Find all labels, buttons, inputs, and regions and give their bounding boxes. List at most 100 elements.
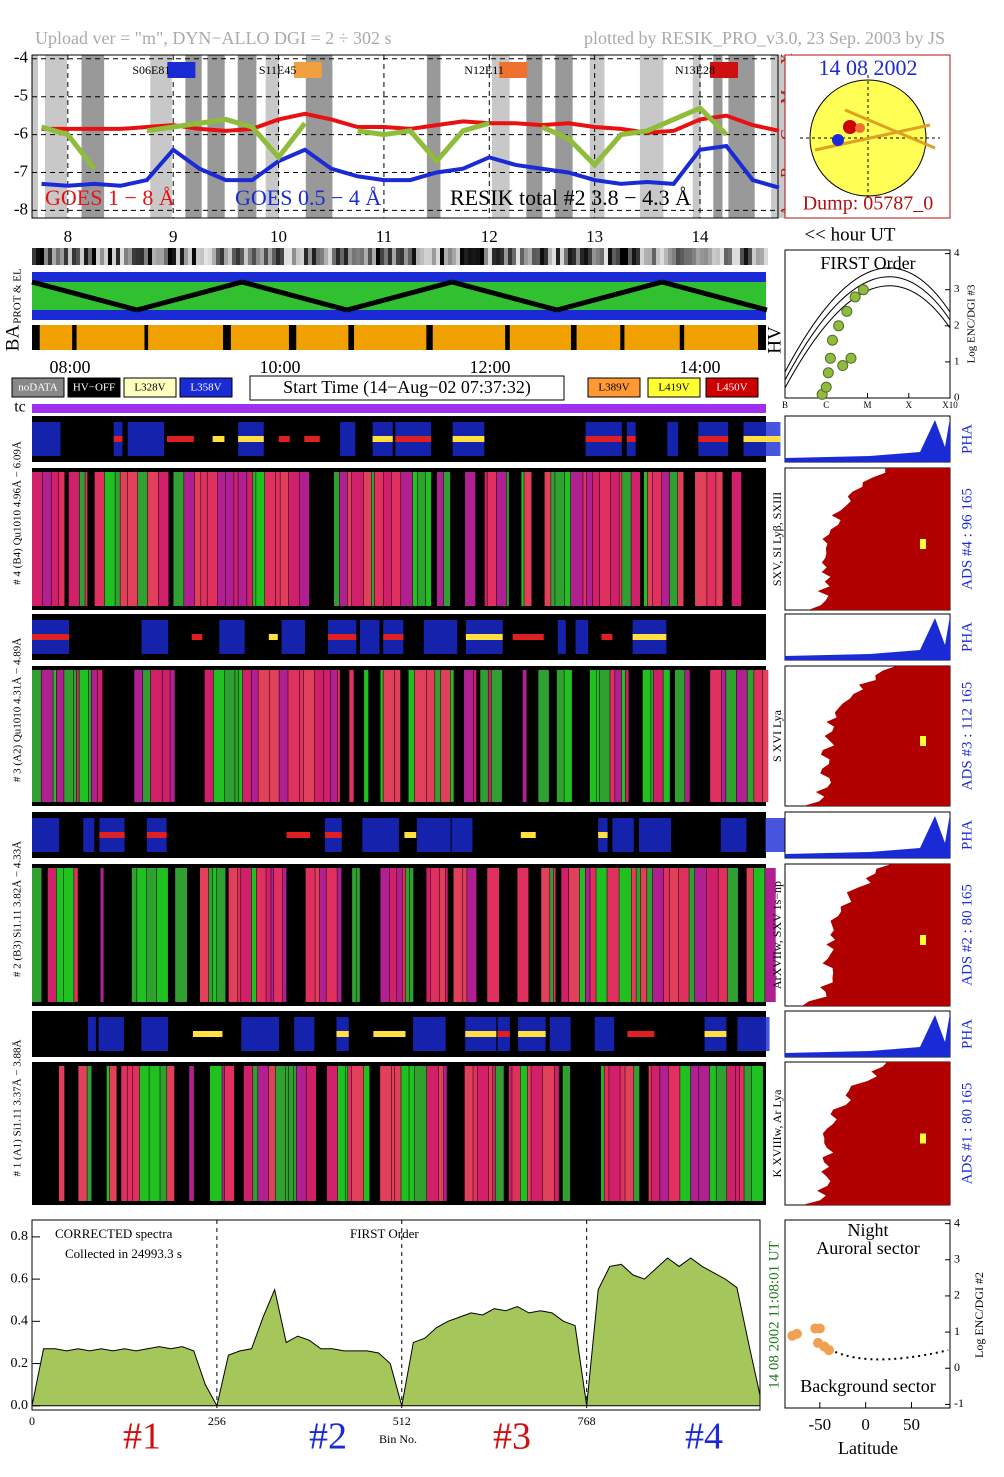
strip-cell [316,248,320,265]
strip-cell [588,248,592,265]
spectrogram-column [256,472,265,606]
pha-line [167,436,194,442]
spectrogram-column [137,868,147,1002]
region-box [167,62,196,78]
spectrogram-column [266,868,271,1002]
pha-blob [32,422,61,456]
strip-cell [76,248,80,265]
spectrogram-column [484,472,487,606]
spectrogram-column [694,868,707,1002]
strip-cell [644,248,648,265]
y-tick-label: -1 [954,1396,964,1410]
spectrogram-column [551,472,555,606]
spectrogram-column [610,472,619,606]
spectrogram-column [678,868,689,1002]
spectrogram-column [85,472,88,606]
spectrogram-column [127,1066,133,1201]
strip-cell [376,248,380,265]
spectrogram-column [189,1066,194,1201]
spectrogram-column [204,670,214,802]
strip-cell [620,248,624,265]
pha-line [304,436,320,442]
y-tick-label: -4 [14,48,29,67]
pha-line [632,634,667,640]
pha-line [373,1031,406,1037]
strip-cell [720,248,724,265]
spectrogram-column [568,868,580,1002]
pha-blob [737,1017,770,1051]
x-tick-label: X10 [942,400,958,410]
legend-label: HV−OFF [73,382,115,394]
ads-marker [920,935,926,945]
y-axis-label: Log ENC/DGI #2 [972,1272,986,1358]
x-tick-label: 50 [903,1415,920,1434]
x-tick-label: M [863,400,871,410]
spectrogram-column [326,868,337,1002]
spectrogram-column [727,868,738,1002]
spectrogram-column [653,670,663,802]
pha-line [395,436,431,442]
spectrogram-column [209,1066,222,1201]
spectrogram-column [685,670,690,802]
spectrogram-column [643,472,648,606]
spectrogram-column [63,868,74,1002]
data-point [845,352,857,364]
strip-cell [540,248,544,265]
region-dot [855,123,865,133]
y-axis-label: Log ENC/DGI #3 [966,284,978,363]
strip-cell [56,248,60,265]
spectrogram-column [412,472,418,606]
spectrogram-column [527,1066,531,1201]
spectrogram-column [380,1066,392,1201]
spectrogram-column [553,868,556,1002]
strip-cell [380,248,384,265]
spectrogram-column [570,472,583,606]
strip-cell [636,248,640,265]
spectrogram-column [243,1066,253,1201]
strip-cell [480,248,484,265]
spectrogram-column [634,1066,640,1201]
spectrogram-column [238,868,241,1002]
lines-label: ArXVIIw, SXV 1s−np [770,881,784,989]
spectrogram-column [51,472,59,606]
spectrogram-column [356,868,360,1002]
spectrogram-column [235,670,239,802]
spectrogram-column [305,868,315,1002]
spectrogram-column [524,472,532,606]
x-tick-label: C [823,400,829,410]
spectrogram-column [550,868,554,1002]
channel-label: # 4 (B4) Qu1010 4.96Å − 6.09Å [12,441,24,585]
spectrogram-column [620,1066,625,1201]
spectrogram-column [512,1066,521,1201]
spectrogram-column [747,670,754,802]
data-point [822,367,834,379]
spectrogram-column [106,1066,110,1201]
ba-gap [426,325,433,350]
legend-label: L328V [134,382,165,394]
strip-cell [340,248,344,265]
annotation: CORRECTED spectra [55,1226,173,1241]
pha-line [465,1031,497,1037]
ba-gap [288,325,297,350]
prot-trace [346,279,453,313]
spectrogram-column [32,868,42,1002]
spectrogram-column [592,472,600,606]
spectrogram-column [621,670,626,802]
spectrogram-column [480,670,488,802]
strip-cell [708,248,712,265]
spectrogram-column [661,472,670,606]
spectrogram-column [222,1066,225,1201]
pha-blob [219,620,245,654]
strip-cell [260,248,264,265]
strip-label: PROT & EL [12,268,24,324]
pha-line [704,1031,727,1037]
pha-blob [667,422,679,456]
x-tick-label: 8 [64,227,73,246]
spectrogram-column [127,472,138,606]
spectrogram-column [436,472,444,606]
spectrogram-column [426,868,431,1002]
spectrogram-column [677,472,684,606]
y-tick-label: 0.0 [11,1398,29,1413]
spectrogram-column [383,670,395,802]
strip-cell [200,248,204,265]
